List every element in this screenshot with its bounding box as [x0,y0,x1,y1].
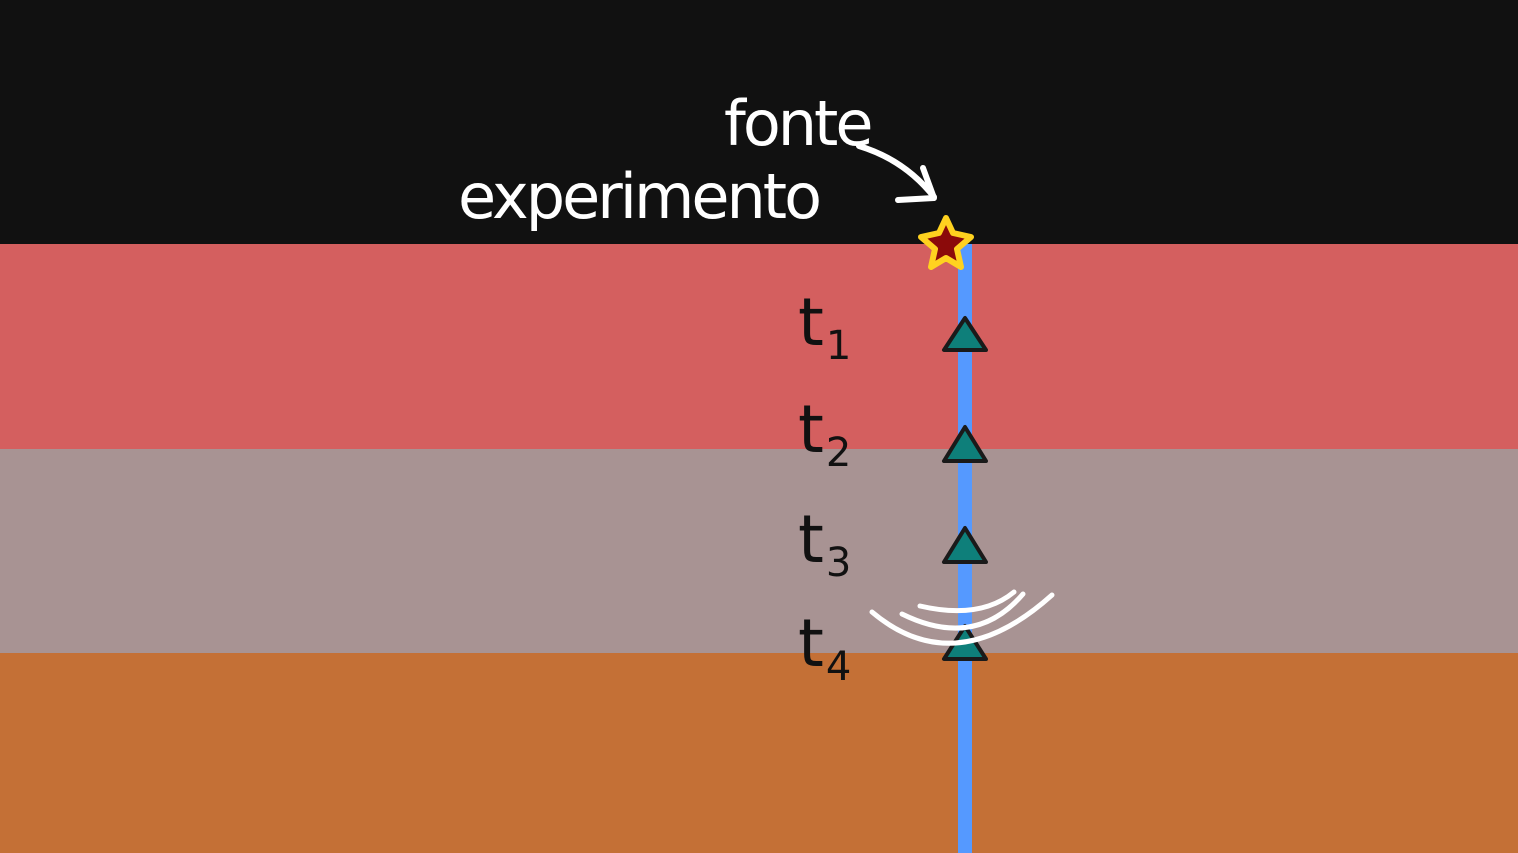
receiver-triangle-icon [942,526,988,564]
subsurface-layer-3 [0,653,1518,853]
subsurface-layer-1 [0,244,1518,449]
receiver-triangle-icon [942,425,988,463]
sky-region [0,0,1518,244]
subsurface-layer-2 [0,449,1518,653]
curved-arrow-icon [856,143,937,203]
time-label-t3: t3 [798,501,851,586]
experiment-label: experimento [458,160,819,233]
time-label-t1: t1 [798,284,851,369]
source-label: fonte [724,87,871,160]
receiver-group [942,316,988,661]
wave-arcs-icon [869,589,1055,646]
time-label-t4: t4 [798,605,851,690]
receiver-triangle-icon [942,316,988,352]
time-label-t2: t2 [798,391,851,476]
source-star-icon [918,215,974,270]
time-label-group: t1 t2 t3 t4 [798,284,851,690]
